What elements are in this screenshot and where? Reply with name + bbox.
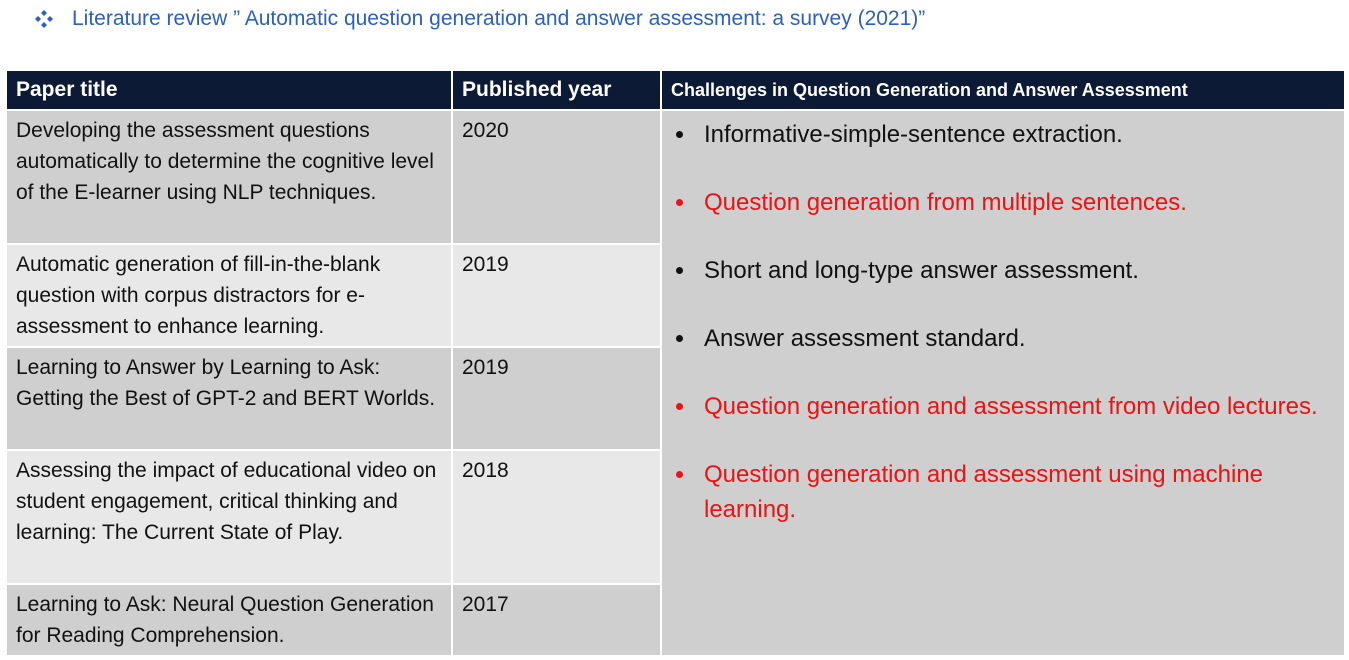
challenge-item: Question generation from multiple senten… bbox=[674, 185, 1334, 220]
year-cell: 2019 bbox=[451, 346, 662, 451]
table-row: Assessing the impact of educational vide… bbox=[5, 449, 1345, 585]
challenge-item: Question generation and assessment from … bbox=[674, 389, 1334, 424]
table-row: Developing the assessment questions auto… bbox=[5, 109, 1346, 657]
bullet-dot-icon bbox=[676, 131, 683, 138]
bullet-dot-icon bbox=[676, 403, 683, 410]
table-header-row: Paper title Published year Challenges in… bbox=[5, 69, 1346, 111]
bullet-dot-icon bbox=[676, 335, 683, 342]
paper-title-cell: Automatic generation of fill-in-the-blan… bbox=[5, 243, 453, 348]
challenge-text: Question generation from multiple senten… bbox=[704, 189, 1187, 216]
table-row: Automatic generation of fill-in-the-blan… bbox=[5, 243, 1345, 348]
challenge-item: Short and long-type answer assessment. bbox=[674, 253, 1334, 288]
challenge-text: Short and long-type answer assessment. bbox=[704, 257, 1139, 284]
year-cell: 2020 bbox=[451, 109, 662, 245]
paper-title-cell: Assessing the impact of educational vide… bbox=[5, 449, 453, 585]
literature-table: Paper title Published year Challenges in… bbox=[5, 69, 1346, 657]
bullet-dot-icon bbox=[676, 471, 683, 478]
paper-title-cell: Learning to Ask: Neural Question Generat… bbox=[5, 583, 453, 657]
table-row: Learning to Answer by Learning to Ask: G… bbox=[5, 346, 1345, 451]
paper-title-cell: Learning to Answer by Learning to Ask: G… bbox=[5, 346, 453, 451]
bullet-dot-icon bbox=[676, 267, 683, 274]
year-cell: 2017 bbox=[451, 583, 662, 657]
challenge-item: Question generation and assessment using… bbox=[674, 457, 1334, 527]
column-header-published-year: Published year bbox=[451, 69, 662, 111]
year-cell: 2019 bbox=[451, 243, 662, 348]
challenges-cell: Informative-simple-sentence extraction. … bbox=[660, 109, 1346, 657]
challenge-text: Question generation and assessment from … bbox=[704, 393, 1318, 420]
bullet-dot-icon bbox=[676, 199, 683, 206]
challenge-text: Answer assessment standard. bbox=[704, 325, 1026, 352]
four-diamond-bullet-icon bbox=[35, 10, 53, 28]
challenge-text: Informative-simple-sentence extraction. bbox=[704, 121, 1123, 148]
challenge-item: Answer assessment standard. bbox=[674, 321, 1334, 356]
year-cell: 2018 bbox=[451, 449, 662, 585]
column-header-challenges: Challenges in Question Generation and An… bbox=[660, 69, 1346, 111]
table-row: Learning to Ask: Neural Question Generat… bbox=[5, 583, 1345, 657]
slide-title-row: Literature review ” Automatic question g… bbox=[34, 4, 925, 34]
challenge-item: Informative-simple-sentence extraction. bbox=[674, 117, 1334, 152]
slide-title: Literature review ” Automatic question g… bbox=[72, 7, 926, 30]
challenges-list: Informative-simple-sentence extraction. … bbox=[674, 117, 1334, 527]
challenge-text: Question generation and assessment using… bbox=[704, 461, 1264, 523]
paper-title-cell: Developing the assessment questions auto… bbox=[5, 109, 453, 245]
column-header-paper-title: Paper title bbox=[5, 69, 453, 111]
